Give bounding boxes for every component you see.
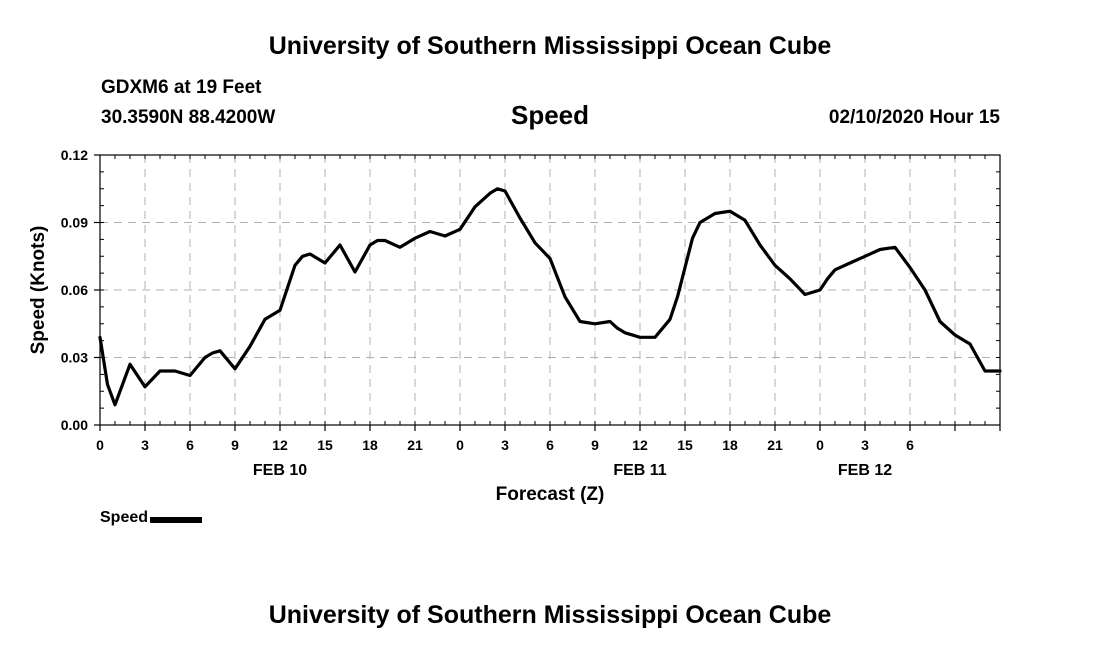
y-tick-label: 0.09 <box>61 215 88 231</box>
x-tick-label: 0 <box>816 437 824 453</box>
y-axis-label: Speed (Knots) <box>28 226 49 355</box>
x-tick-label: 18 <box>362 437 378 453</box>
y-tick-label: 0.03 <box>61 350 88 366</box>
date-label: FEB 12 <box>838 462 892 479</box>
x-axis-ticks: 0 3 6 9 12 15 18 21 0 3 6 9 12 15 18 21 0 3 6 <box>96 425 1001 453</box>
x-tick-label: 3 <box>141 437 149 453</box>
x-axis-label: Forecast (Z) <box>496 484 605 505</box>
y-tick-label: 0.12 <box>61 147 88 163</box>
legend: Speed <box>100 509 203 527</box>
x-tick-label: 15 <box>317 437 333 453</box>
y-tick-label: 0.06 <box>61 282 88 298</box>
x-tick-label: 18 <box>722 437 738 453</box>
variable-title: Speed <box>510 100 590 130</box>
x-tick-label: 12 <box>272 437 288 453</box>
series-layer <box>98 187 1002 407</box>
x-tick-label: 0 <box>456 437 464 453</box>
date-label: FEB 11 <box>613 462 666 479</box>
x-tick-label: 6 <box>906 437 914 453</box>
legend-label: Speed <box>100 509 149 526</box>
series-line-speed <box>98 187 1002 407</box>
x-tick-label: 6 <box>186 437 194 453</box>
x-tick-label: 3 <box>861 437 869 453</box>
chart-title-bottom: University of Southern Mississippi Ocean… <box>268 601 832 629</box>
station-label: GDXM6 at 19 Feet <box>101 77 262 98</box>
x-tick-label: 12 <box>632 437 648 453</box>
x-tick-label: 15 <box>677 437 693 453</box>
chart-title-top: University of Southern Mississippi Ocean… <box>268 32 832 60</box>
x-tick-label: 0 <box>96 437 104 453</box>
legend-swatch <box>150 517 203 523</box>
coordinates-label: 30.3590N 88.4200W <box>101 107 276 128</box>
x-tick-label: 9 <box>591 437 599 453</box>
x-tick-label: 3 <box>501 437 509 453</box>
grid-lines <box>100 155 1000 425</box>
x-tick-label: 21 <box>407 437 423 453</box>
x-tick-label: 21 <box>767 437 783 453</box>
y-axis-ticks: 0.00 0.03 0.06 0.09 0.12 <box>61 147 100 433</box>
x-tick-label: 6 <box>546 437 554 453</box>
datetime-label: 02/10/2020 Hour 15 <box>828 107 1000 128</box>
date-label: FEB 10 <box>253 462 307 479</box>
date-labels: FEB 10 FEB 11 FEB 12 <box>253 462 892 479</box>
y-tick-label: 0.00 <box>61 417 88 433</box>
x-tick-label: 9 <box>231 437 239 453</box>
